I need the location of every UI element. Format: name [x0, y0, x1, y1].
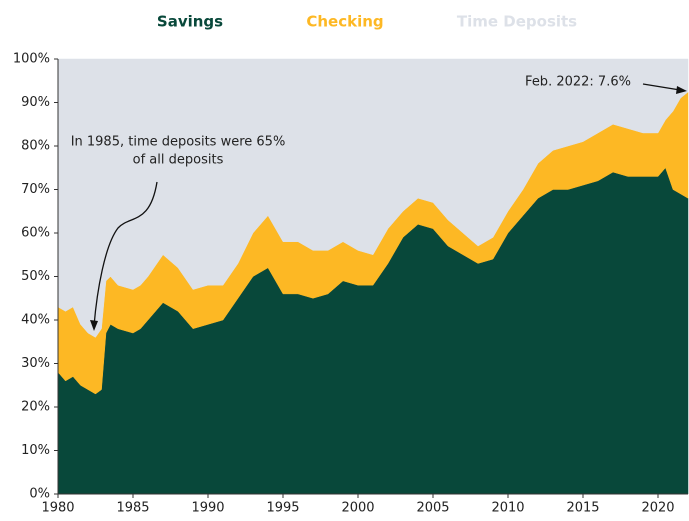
- x-tick-label: 2015: [566, 501, 599, 516]
- annotation: In 1985, time deposits were 65%: [71, 135, 286, 150]
- plot-area: [57, 58, 689, 495]
- legend-entry: Savings: [157, 13, 223, 31]
- y-tick-label: 0%: [29, 487, 50, 502]
- annotation: of all deposits: [133, 153, 224, 168]
- x-tick-label: 1990: [191, 501, 224, 516]
- y-tick-label: 90%: [21, 95, 50, 110]
- x-tick-label: 1980: [41, 501, 74, 516]
- annotation-arrow: [93, 181, 158, 327]
- x-tick-label: 2010: [491, 501, 524, 516]
- y-tick-label: 10%: [21, 443, 50, 458]
- arrow-head: [90, 320, 98, 331]
- legend-entry: Checking: [306, 13, 383, 31]
- y-tick-label: 80%: [21, 139, 50, 154]
- x-tick-label: 1985: [116, 501, 149, 516]
- annotation-arrow: [642, 83, 681, 91]
- legend: Savings Checking Time Deposits: [157, 13, 577, 31]
- x-tick-label: 2020: [641, 501, 674, 516]
- y-tick-label: 20%: [21, 400, 50, 415]
- y-tick-label: 100%: [13, 52, 50, 67]
- y-tick-label: 70%: [21, 182, 50, 197]
- x-tick-label: 2005: [416, 501, 449, 516]
- legend-entry: Time Deposits: [457, 13, 577, 31]
- y-tick-label: 50%: [21, 269, 50, 284]
- x-tick-label: 2000: [341, 501, 374, 516]
- annotation: Feb. 2022: 7.6%: [525, 75, 631, 90]
- x-tick-label: 1995: [266, 501, 299, 516]
- y-tick-label: 60%: [21, 226, 50, 241]
- y-tick-label: 30%: [21, 356, 50, 371]
- arrow-head: [676, 86, 687, 94]
- y-tick-label: 40%: [21, 313, 50, 328]
- area: [57, 58, 689, 338]
